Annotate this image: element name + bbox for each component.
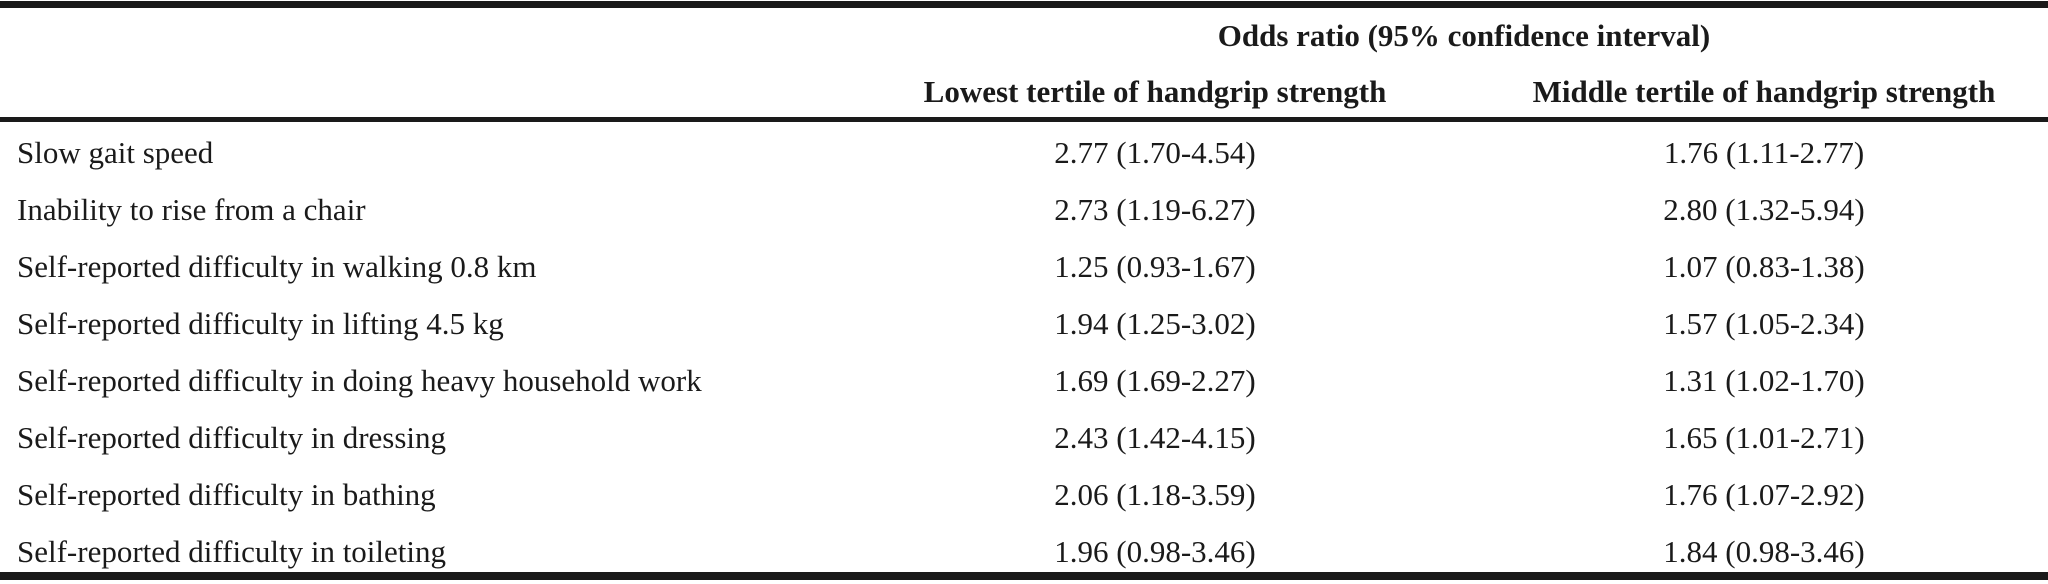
row-label: Self-reported difficulty in walking 0.8 … (17, 249, 537, 284)
lowest-tertile-value: 1.25 (0.93-1.67) (1054, 249, 1256, 284)
column-header-lowest-tertile: Lowest tertile of handgrip strength (923, 74, 1387, 109)
table-row: Self-reported difficulty in dressing 2.4… (0, 409, 2048, 466)
table-row: Self-reported difficulty in walking 0.8 … (0, 238, 2048, 295)
middle-tertile-value: 1.76 (1.11-2.77) (1663, 135, 1865, 170)
lowest-tertile-value: 2.73 (1.19-6.27) (1054, 192, 1256, 227)
lowest-tertile-value: 2.06 (1.18-3.59) (1054, 477, 1256, 512)
middle-tertile-value: 1.84 (0.98-3.46) (1663, 534, 1865, 569)
middle-tertile-value: 1.57 (1.05-2.34) (1663, 306, 1865, 341)
middle-tertile-value: 1.76 (1.07-2.92) (1663, 477, 1865, 512)
table-row: Slow gait speed 2.77 (1.70-4.54) 1.76 (1… (0, 124, 2048, 181)
column-header-middle-tertile: Middle tertile of handgrip strength (1532, 74, 1996, 109)
table-row: Self-reported difficulty in doing heavy … (0, 352, 2048, 409)
row-label: Self-reported difficulty in toileting (17, 534, 447, 569)
row-label: Slow gait speed (17, 135, 214, 170)
row-label: Self-reported difficulty in dressing (17, 420, 447, 455)
group-header: Odds ratio (95% confidence interval) (1217, 18, 1711, 53)
lowest-tertile-value: 2.77 (1.70-4.54) (1054, 135, 1256, 170)
middle-tertile-value: 1.65 (1.01-2.71) (1663, 420, 1865, 455)
table-bottom-rule (0, 572, 2048, 580)
lowest-tertile-value: 2.43 (1.42-4.15) (1054, 420, 1256, 455)
middle-tertile-value: 1.07 (0.83-1.38) (1663, 249, 1865, 284)
row-label: Self-reported difficulty in bathing (17, 477, 436, 512)
lowest-tertile-value: 1.69 (1.69-2.27) (1054, 363, 1256, 398)
table-row: Inability to rise from a chair 2.73 (1.1… (0, 181, 2048, 238)
lowest-tertile-value: 1.96 (0.98-3.46) (1054, 534, 1256, 569)
row-label: Self-reported difficulty in lifting 4.5 … (17, 306, 504, 341)
row-label: Self-reported difficulty in doing heavy … (17, 363, 702, 398)
middle-tertile-value: 1.31 (1.02-1.70) (1663, 363, 1865, 398)
middle-tertile-value: 2.80 (1.32-5.94) (1663, 192, 1865, 227)
table-top-rule (0, 1, 2048, 8)
table-row: Self-reported difficulty in bathing 2.06… (0, 466, 2048, 523)
table-body: Slow gait speed 2.77 (1.70-4.54) 1.76 (1… (0, 124, 2048, 580)
header-bottom-rule (0, 117, 2048, 122)
row-label: Inability to rise from a chair (17, 192, 366, 227)
table-row: Self-reported difficulty in toileting 1.… (0, 523, 2048, 580)
table-row: Self-reported difficulty in lifting 4.5 … (0, 295, 2048, 352)
lowest-tertile-value: 1.94 (1.25-3.02) (1054, 306, 1256, 341)
